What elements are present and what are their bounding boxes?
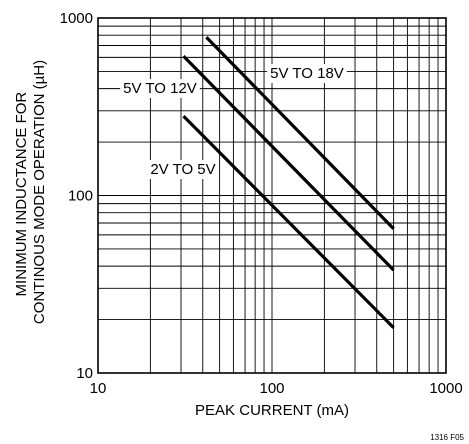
y-tick-labels: 10 100 1000 — [60, 10, 93, 382]
x-tick-labels: 10 100 1000 — [90, 380, 463, 397]
series-label-background — [120, 79, 200, 98]
series-labels: 5V TO 18V 5V TO 12V 2V TO 5V — [120, 64, 347, 179]
x-tick-label: 10 — [90, 380, 107, 397]
x-tick-label: 1000 — [429, 380, 462, 397]
series-label-background — [267, 64, 347, 83]
series-label: 2V TO 5V — [150, 161, 215, 178]
series-line — [205, 36, 395, 230]
x-axis-title: PEAK CURRENT (mA) — [195, 402, 349, 419]
y-axis-title-line-1: MINIMUM INDUCTANCE FOR — [13, 92, 30, 297]
series-group — [182, 36, 395, 329]
y-tick-label: 100 — [68, 188, 93, 205]
x-tick-label: 100 — [259, 380, 284, 397]
series-label-background — [147, 160, 219, 179]
series-line — [182, 54, 395, 272]
y-axis-title-line-2: CONTINOUS MODE OPERATION (µH) — [31, 60, 48, 324]
series-label: 5V TO 12V — [123, 80, 197, 97]
y-tick-label: 1000 — [60, 10, 93, 27]
series-line — [182, 114, 395, 329]
figure-id: 1316 F05 — [430, 433, 464, 442]
plot-frame — [97, 17, 447, 374]
y-tick-label: 10 — [76, 365, 93, 382]
y-axis-title: MINIMUM INDUCTANCE FOR CONTINOUS MODE OP… — [13, 60, 48, 324]
series-label: 5V TO 18V — [270, 65, 344, 82]
